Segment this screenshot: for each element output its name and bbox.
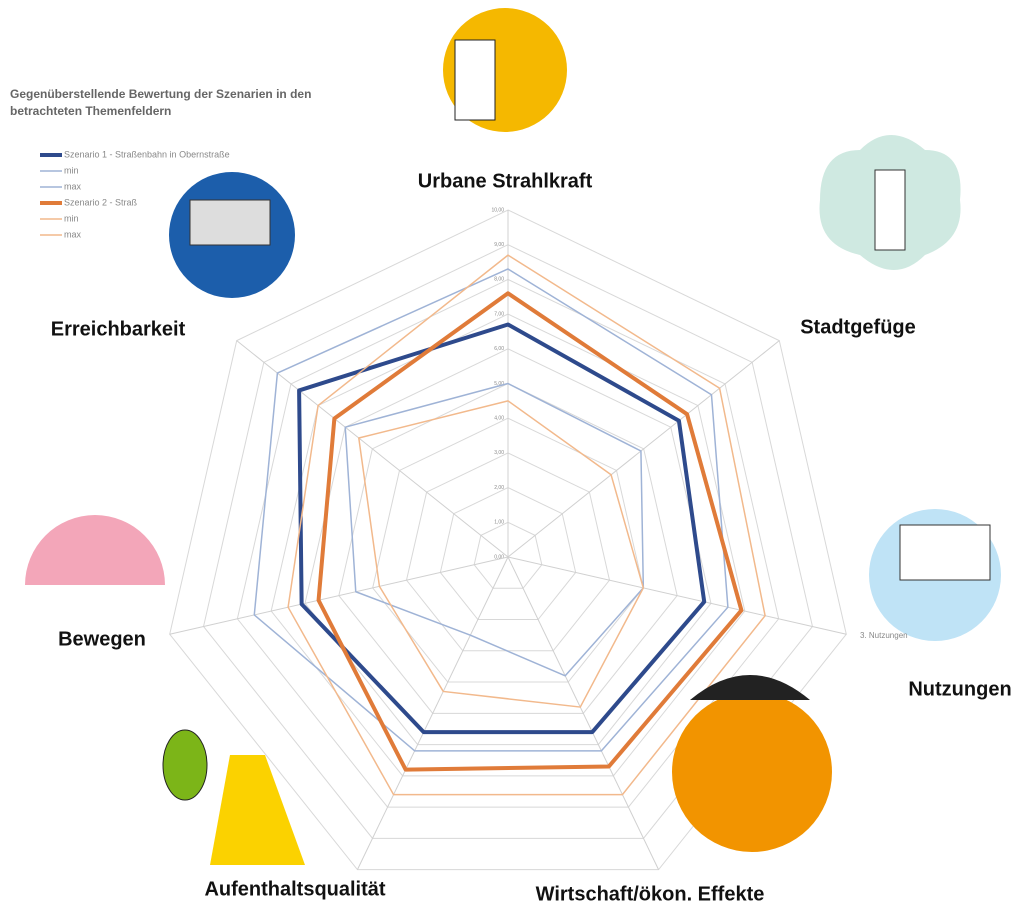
r-tick-label: 7,00	[494, 311, 504, 317]
legend-label: Szenario 2 - Straß	[64, 197, 138, 207]
category-label: Stadtgefüge	[800, 316, 916, 338]
spoke	[507, 556, 847, 635]
legend-label: max	[64, 181, 82, 191]
series-line	[297, 322, 707, 735]
grid-line	[304, 348, 712, 746]
icon-umbrella	[690, 675, 810, 700]
series-line	[344, 382, 645, 677]
grid-line	[372, 417, 644, 683]
category-label: Urbane Strahlkraft	[418, 170, 593, 192]
grid-line	[270, 313, 746, 777]
legend-label: min	[64, 165, 79, 175]
legend-label: min	[64, 213, 79, 223]
annotation: 3. Nutzungen	[860, 631, 908, 640]
spoke	[236, 340, 509, 558]
grid-line	[236, 278, 780, 808]
category-label: Wirtschaft/ökon. Effekte	[536, 883, 765, 905]
category-label: Bewegen	[58, 628, 146, 650]
spoke	[507, 556, 660, 870]
grid-line	[439, 487, 577, 621]
r-tick-label: 9,00	[494, 242, 504, 248]
series-line	[253, 268, 729, 752]
grid-line	[202, 244, 814, 839]
r-tick-label: 5,00	[494, 381, 504, 387]
category-label: Aufenthaltsqualität	[204, 878, 385, 900]
icon-tree	[162, 729, 208, 801]
icon-stay	[210, 755, 305, 865]
chart-title: Gegenüberstellende Bewertung der Szenari…	[10, 87, 312, 118]
r-tick-label: 8,00	[494, 277, 504, 283]
icon-economy	[672, 692, 832, 852]
series-line	[287, 254, 766, 796]
icon-shops	[899, 524, 991, 581]
spoke	[507, 340, 780, 558]
r-tick-label: 1,00	[494, 520, 504, 526]
r-tick-label: 2,00	[494, 485, 504, 491]
spoke	[169, 556, 509, 635]
icon-building	[454, 39, 496, 121]
legend-label: max	[64, 229, 82, 239]
grid-line	[338, 382, 678, 714]
plot: 0,00 1,00 2,00 3,00 4,00 5,00 6,00 7,00 8,00 9,00…	[169, 207, 847, 871]
icon-houses	[189, 199, 271, 246]
grid-line	[169, 209, 847, 871]
series-line	[316, 291, 744, 772]
legend-label: Szenario 1 - Straßenbahn in Obernstraße	[64, 149, 230, 159]
r-tick-label: 10,00	[491, 207, 504, 213]
category-label: Nutzungen	[908, 678, 1011, 700]
icons	[25, 8, 1001, 865]
category-label: Erreichbarkeit	[51, 318, 186, 340]
r-tick-label: 0,00	[494, 554, 504, 560]
r-tick-label: 4,00	[494, 416, 504, 422]
icon-church	[874, 169, 906, 251]
r-tick-label: 6,00	[494, 346, 504, 352]
spoke	[356, 556, 509, 870]
icon-move	[25, 515, 165, 585]
grid-line	[473, 521, 543, 589]
r-tick-label: 3,00	[494, 450, 504, 456]
series-line	[358, 400, 645, 708]
